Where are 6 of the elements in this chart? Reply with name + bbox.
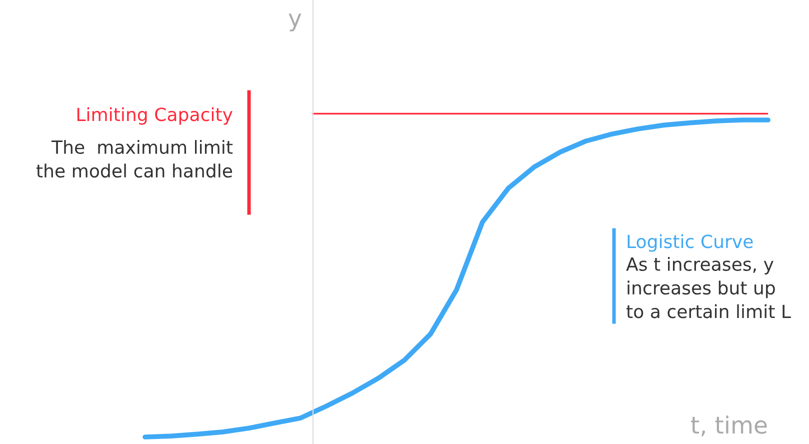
annotation: The maximum limit the model can handle: [36, 140, 233, 178]
ref-line-label: Limiting Capacity: [77, 107, 232, 125]
annotation: As t increases, y increases but up to a certain limit L: [626, 257, 791, 318]
x-axis-title: t, time: [691, 416, 767, 436]
text: Logistic Curve: [628, 234, 753, 252]
y-axis-title: y: [288, 14, 302, 32]
